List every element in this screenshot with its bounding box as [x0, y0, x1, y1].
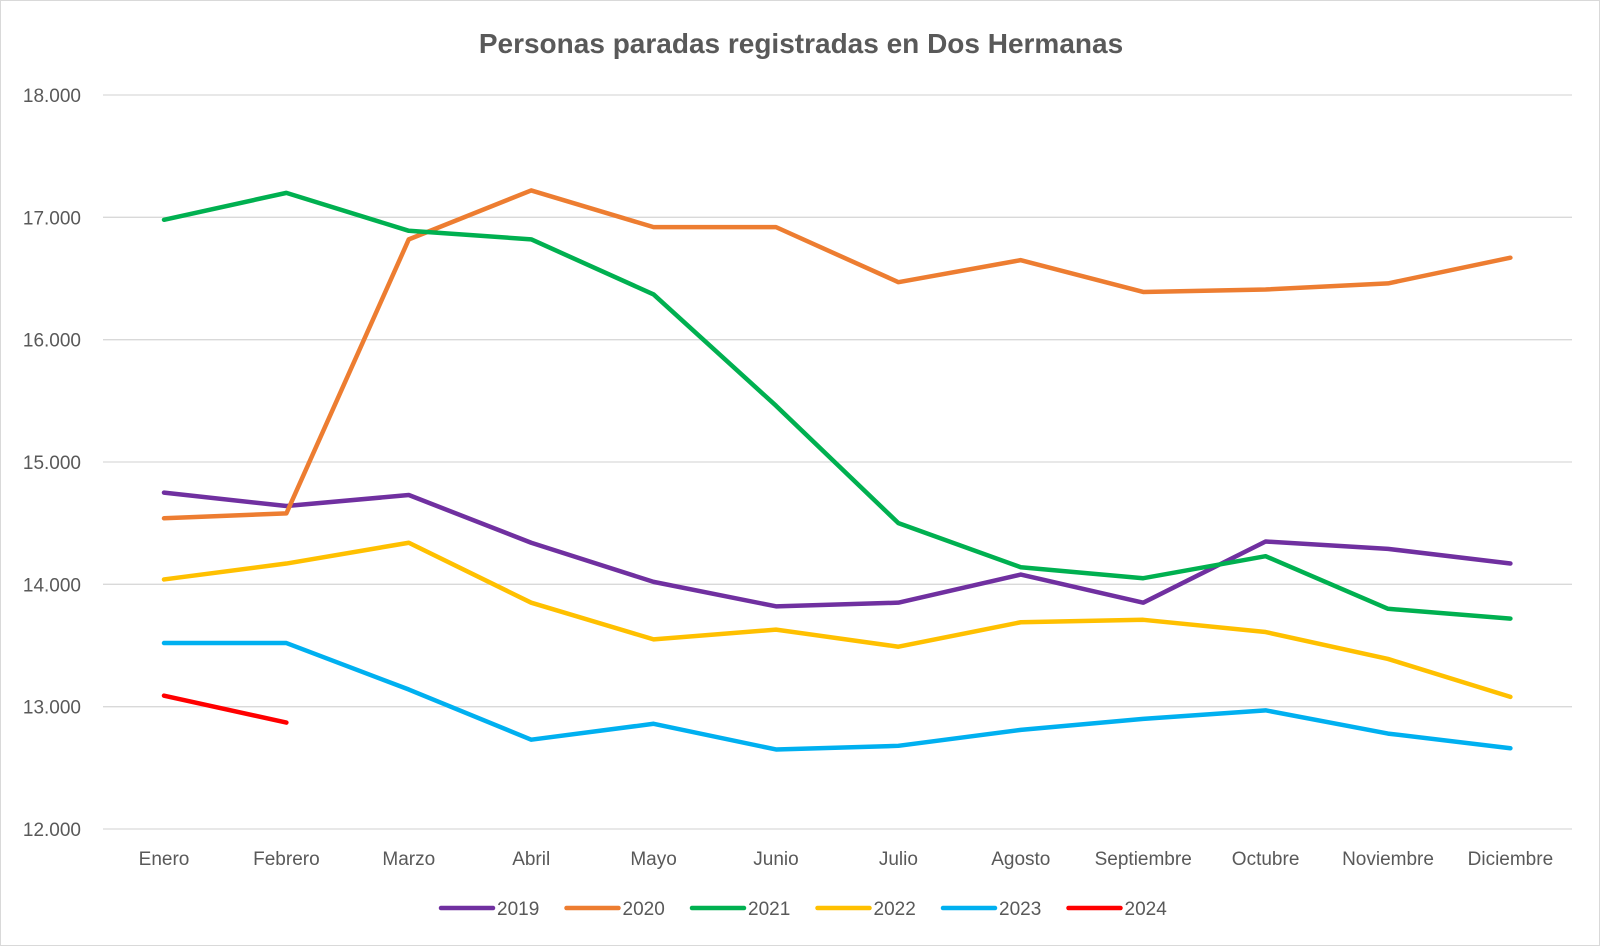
x-tick-label: Septiembre [1095, 849, 1192, 870]
x-tick-label: Febrero [253, 849, 320, 870]
x-tick-label: Octubre [1232, 849, 1300, 870]
x-axis-ticks: Enero Febrero Marzo Abril Mayo Junio Julio Agos… [139, 849, 1554, 870]
series-line-2022 [161, 540, 1513, 700]
x-tick-label: Abril [512, 849, 550, 870]
series-line-2023 [161, 640, 1513, 752]
legend-label-2022: 2022 [874, 899, 916, 920]
y-tick-label: 16.000 [23, 331, 81, 352]
x-tick-label: Marzo [382, 849, 435, 870]
chart-title: Personas paradas registradas en Dos Herm… [479, 28, 1123, 59]
gridlines [103, 94, 1572, 830]
x-tick-label: Noviembre [1342, 849, 1434, 870]
series-line-2019 [161, 490, 1513, 609]
legend-label-2024: 2024 [1125, 899, 1168, 920]
y-tick-label: 17.000 [23, 208, 81, 229]
legend: 2019 2020 2021 2022 2023 2024 [438, 899, 1168, 920]
series-line-2024 [161, 693, 289, 725]
x-tick-label: Enero [139, 849, 190, 870]
y-tick-label: 13.000 [23, 698, 81, 719]
legend-label-2023: 2023 [999, 899, 1041, 920]
x-tick-label: Agosto [991, 849, 1050, 870]
y-tick-label: 18.000 [23, 86, 81, 107]
series-line-2021 [161, 190, 1513, 621]
x-tick-label: Diciembre [1468, 849, 1554, 870]
y-tick-label: 15.000 [23, 453, 81, 474]
x-tick-label: Mayo [630, 849, 676, 870]
x-tick-label: Julio [879, 849, 918, 870]
legend-label-2019: 2019 [497, 899, 539, 920]
legend-label-2021: 2021 [748, 899, 790, 920]
y-axis-ticks: 12.000 13.000 14.000 15.000 16.000 17.000 18.0… [23, 86, 81, 841]
y-tick-label: 14.000 [23, 575, 81, 596]
y-tick-label: 12.000 [23, 820, 81, 841]
x-tick-label: Junio [753, 849, 798, 870]
legend-label-2020: 2020 [623, 899, 665, 920]
series-line-2020 [161, 188, 1513, 521]
series-lines [161, 188, 1513, 752]
